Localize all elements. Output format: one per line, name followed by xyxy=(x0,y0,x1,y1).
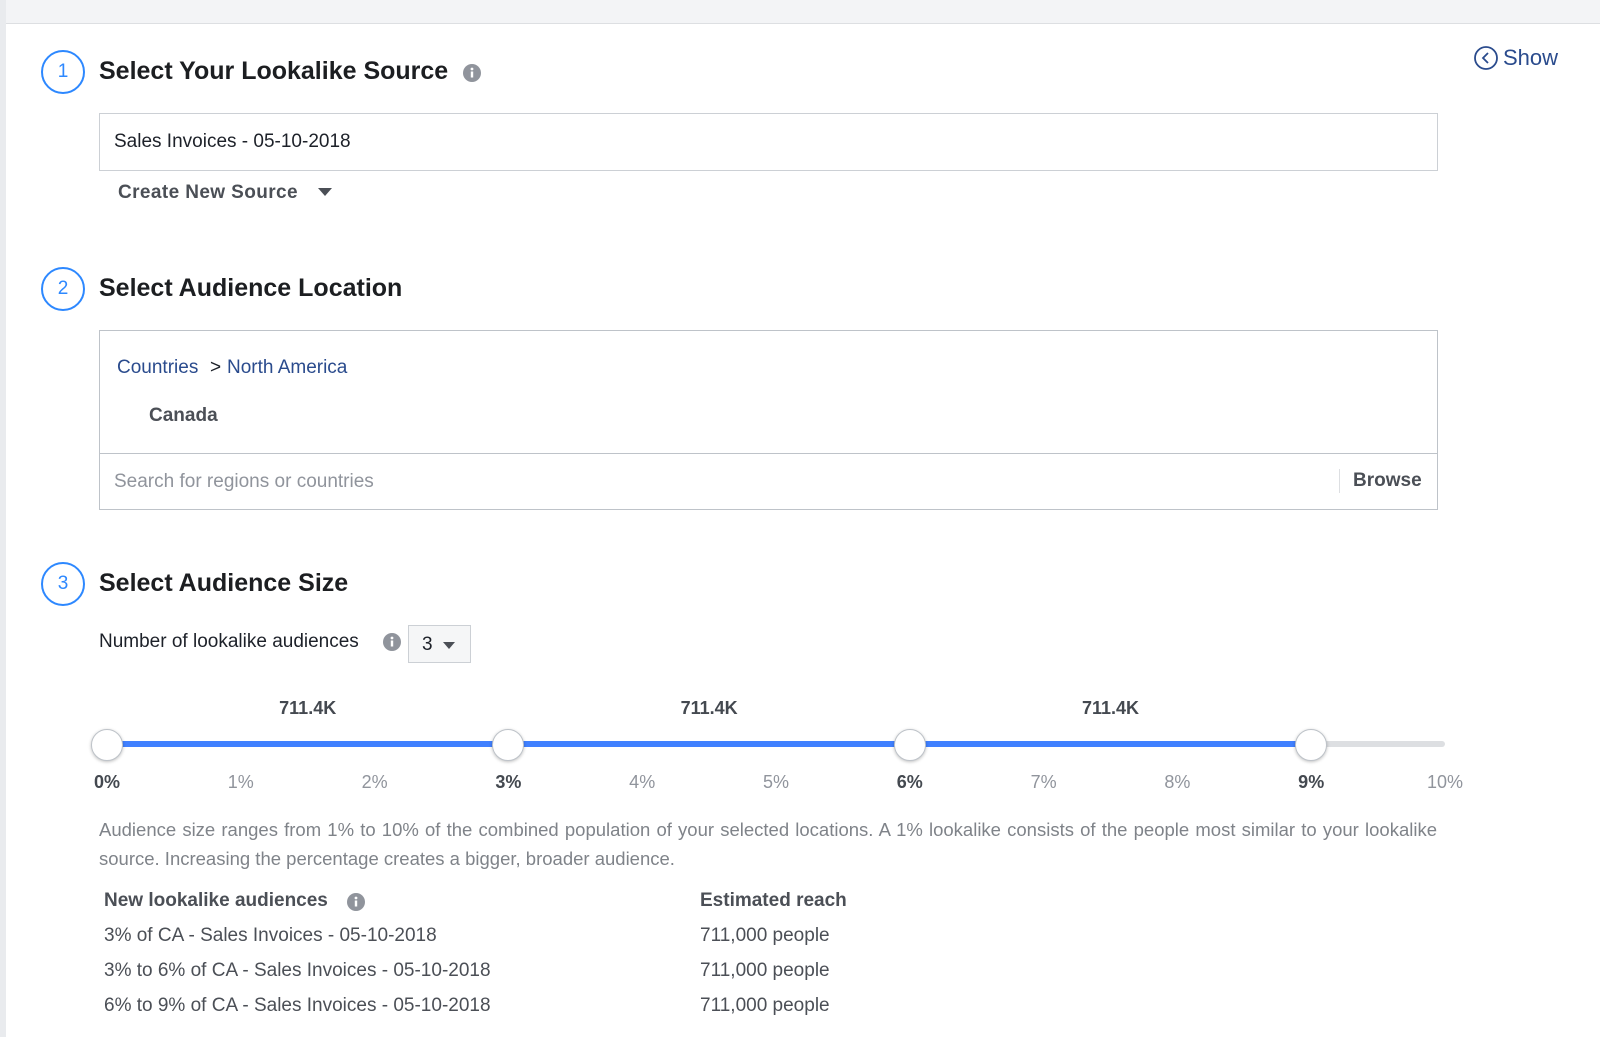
segment-reach: 711.4K xyxy=(1081,698,1140,718)
location-box: Countries > North America Canada Search … xyxy=(99,330,1438,510)
step-number: 2 xyxy=(41,267,85,311)
count-value: 3 xyxy=(422,634,433,655)
estimated-reach: 711,000 people xyxy=(700,925,830,946)
slider-handle[interactable] xyxy=(1295,729,1328,761)
info-icon[interactable] xyxy=(382,632,402,652)
description: Audience size ranges from 1% to 10% of t… xyxy=(99,819,1437,869)
divider xyxy=(100,453,1437,454)
tick-label: 3% xyxy=(495,772,522,792)
info-icon[interactable] xyxy=(346,892,366,912)
divider xyxy=(1339,469,1340,493)
source-input[interactable]: Sales Invoices - 05-10-2018 xyxy=(99,113,1438,171)
selected-location: Canada xyxy=(149,405,218,426)
dropdown-arrow xyxy=(318,188,332,196)
slider-range xyxy=(107,741,1312,747)
tick-label: 7% xyxy=(1030,772,1057,792)
search-input[interactable]: Search for regions or countries xyxy=(114,471,374,492)
count-label: Number of lookalike audiences xyxy=(99,631,359,652)
tick-label: 1% xyxy=(227,772,254,792)
breadcrumb-link[interactable]: North America xyxy=(227,357,348,378)
segment-reach: 711.4K xyxy=(279,698,337,718)
slider-handle[interactable] xyxy=(492,729,525,761)
dropdown-arrow xyxy=(443,642,455,649)
audience-name: 6% to 9% of CA - Sales Invoices - 05-10-… xyxy=(104,995,491,1016)
breadcrumb-link[interactable]: Countries xyxy=(117,357,199,378)
tick-label: 5% xyxy=(762,772,790,792)
step-title: Select Your Lookalike Source xyxy=(99,57,449,85)
tick-label: 0% xyxy=(93,772,121,792)
audience-name: 3% of CA - Sales Invoices - 05-10-2018 xyxy=(104,925,437,946)
step-number: 3 xyxy=(41,562,85,606)
segment-reach: 711.4K xyxy=(680,698,738,718)
top-bar xyxy=(0,0,1600,24)
tick-label: 9% xyxy=(1298,772,1325,792)
tick-label: 6% xyxy=(896,772,923,792)
show-icon[interactable] xyxy=(1473,45,1499,71)
tick-label: 2% xyxy=(361,772,388,792)
slider-handle[interactable] xyxy=(91,729,123,761)
step-number: 1 xyxy=(41,50,85,94)
browse-button[interactable]: Browse xyxy=(1353,470,1422,491)
table-header: New lookalike audiences xyxy=(104,890,328,911)
table-header: Estimated reach xyxy=(700,890,847,911)
tick-label: 10% xyxy=(1426,772,1464,792)
window-edge xyxy=(0,0,6,1037)
count-select[interactable]: 3 xyxy=(408,625,471,663)
create-source-button[interactable]: Create New Source xyxy=(118,182,298,203)
step-title: Select Audience Location xyxy=(99,274,403,302)
slider-handle[interactable] xyxy=(893,729,926,761)
info-icon[interactable] xyxy=(462,63,482,83)
show-link[interactable]: Show xyxy=(1503,45,1559,70)
source-value: Sales Invoices - 05-10-2018 xyxy=(114,131,351,152)
tick-label: 8% xyxy=(1164,772,1191,792)
estimated-reach: 711,000 people xyxy=(700,995,830,1016)
estimated-reach: 711,000 people xyxy=(700,960,830,981)
tick-label: 4% xyxy=(629,772,656,792)
step-title: Select Audience Size xyxy=(99,569,349,597)
breadcrumb-separator: > xyxy=(210,357,222,378)
audience-name: 3% to 6% of CA - Sales Invoices - 05-10-… xyxy=(104,960,491,981)
